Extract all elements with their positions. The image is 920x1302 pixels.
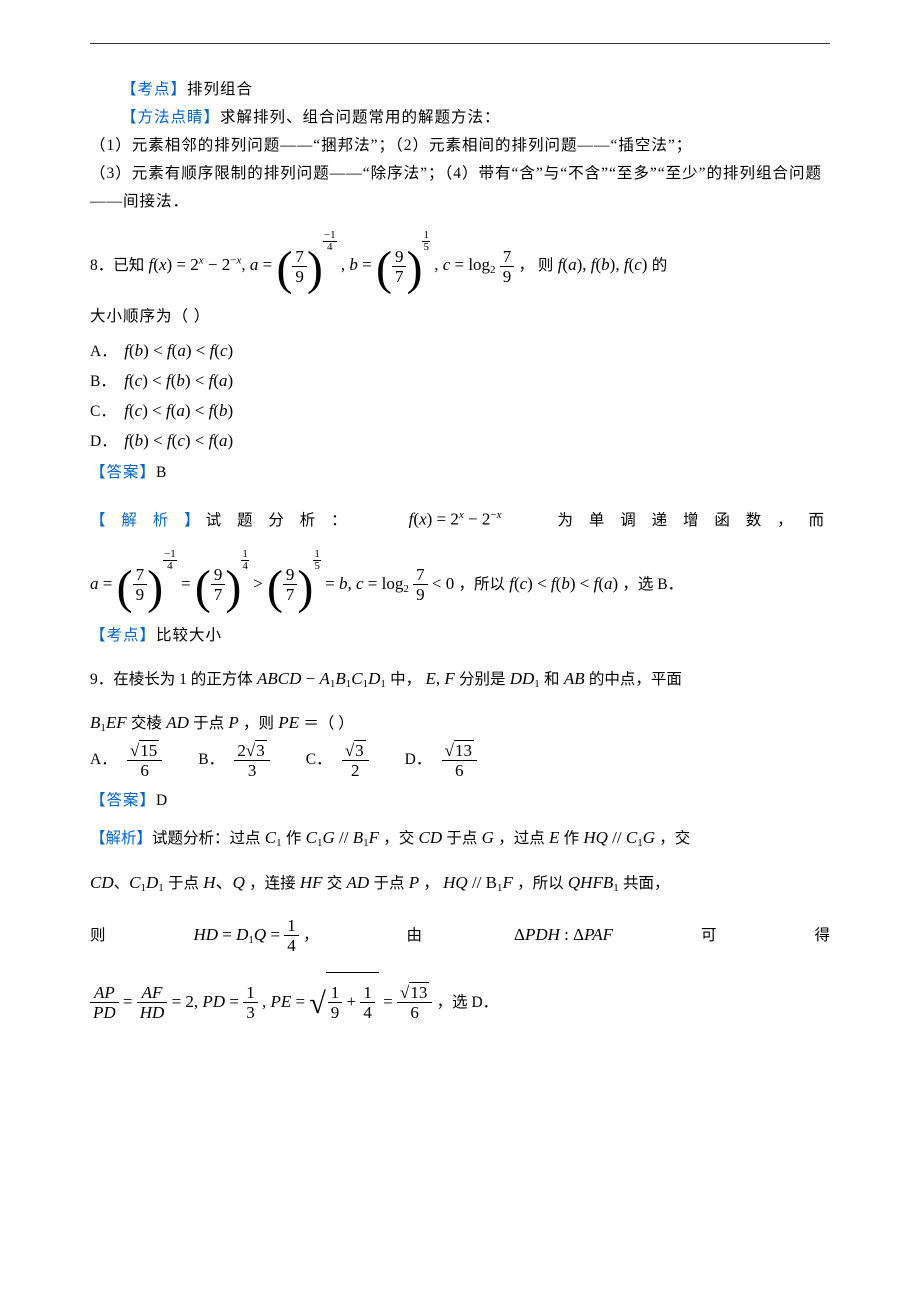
q9-jiexi-2: CD、C1D1 于点 H、Q ，连接 HF 交 AD 于点 P ， HQ // … (90, 868, 830, 903)
fangfa-p2: （3）元素有顺序限制的排列问题——“除序法”；（4）带有“含”与“不含”“至多”… (90, 160, 830, 216)
q9-jiexi-1: 【解析】试题分析：过点 C1 作 C1G // B1F ，交 CD 于点 G ，… (90, 823, 830, 858)
q9-optB: B． 2√33 (198, 742, 269, 779)
kaodian-7: 【考点】排列组合 (90, 76, 830, 104)
label-kaodian: 【考点】 (121, 81, 187, 98)
fangfa-intro-text: 求解排列、组合问题常用的解题方法： (220, 109, 501, 126)
q8-line2: 大小顺序为（ ） (90, 303, 830, 331)
q8-post: 的 (652, 257, 668, 274)
q9-optD: D． √136 (405, 742, 477, 779)
q8-optC: C． f(c) < f(a) < f(b) (90, 399, 830, 421)
q9-stem: 9．在棱长为 1 的正方体 ABCD − A1B1C1D1 中， E, F 分别… (90, 664, 830, 699)
q8-jiexi-2: a = (79)−14 = (97)14 > (97)15 = b, c = l… (90, 549, 830, 614)
kaodian-text: 排列组合 (187, 81, 253, 98)
top-rule (90, 43, 830, 44)
label-fangfa: 【方法点睛】 (121, 109, 220, 126)
q8-mid: ， 则 (519, 257, 554, 274)
q8-num: 8． (90, 257, 113, 274)
q9-answer: 【答案】D (90, 787, 830, 815)
q9-jiexi-4: APPD = AFHD = 2, PD = 13 , PE = √ 19 + 1… (90, 972, 830, 1027)
page: 【考点】排列组合 【方法点睛】求解排列、组合问题常用的解题方法： （1）元素相邻… (0, 0, 920, 1302)
q8-optB: B． f(c) < f(b) < f(a) (90, 369, 830, 391)
q8-kaodian: 【考点】比较大小 (90, 622, 830, 650)
fangfa-intro: 【方法点睛】求解排列、组合问题常用的解题方法： (90, 104, 830, 132)
q9-stem-2: B1EF 交棱 AD 于点 P ，则 PE ＝（ ） (90, 711, 830, 734)
q8-pre: 已知 (113, 257, 144, 274)
q9-options: A． √156 B． 2√33 C． √32 D． √136 (90, 742, 830, 779)
q9-jiexi-3: 则 HD = D1Q = 14 ， 由 ΔPDH : ΔPAF 可 得 (90, 913, 830, 962)
q8-stem: 8．已知 f(x) = 2x − 2−x, a = (79)−14 , b = … (90, 230, 830, 295)
fangfa-p1: （1）元素相邻的排列问题——“捆邦法”；（2）元素相间的排列问题——“插空法”； (90, 132, 830, 160)
q8-answer: 【答案】B (90, 459, 830, 487)
q8-optD: D． f(b) < f(c) < f(a) (90, 429, 830, 451)
q9-optA: A． √156 (90, 742, 162, 779)
q8-jiexi-1: 【 解 析 】试 题 分 析 ： f(x) = 2x − 2−x 为 单 调 递… (90, 495, 830, 541)
q9-optC: C． √32 (306, 742, 369, 779)
q8-optA: A． f(b) < f(a) < f(c) (90, 339, 830, 361)
